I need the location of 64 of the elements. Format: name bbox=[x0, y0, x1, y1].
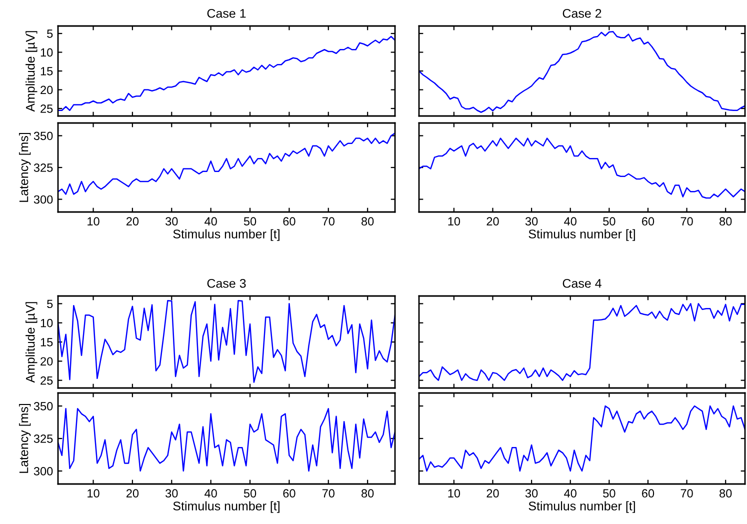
x-axis-title: Stimulus number [t] bbox=[173, 501, 280, 513]
x-tick-label: 60 bbox=[283, 489, 296, 498]
chart-title: Case 1 bbox=[207, 8, 246, 18]
x-tick-label: 20 bbox=[486, 217, 499, 226]
y-tick-label: 10 bbox=[40, 48, 53, 57]
line-series bbox=[58, 300, 395, 383]
x-tick-label: 60 bbox=[283, 217, 296, 226]
y-axis-title: Amplitude [µV] bbox=[26, 302, 38, 383]
y-tick-label: 5 bbox=[47, 30, 53, 38]
x-tick-label: 80 bbox=[362, 489, 374, 498]
x-tick-label: 40 bbox=[564, 217, 576, 226]
x-tick-label: 50 bbox=[603, 489, 616, 498]
y-tick-label: 325 bbox=[34, 434, 53, 443]
x-tick-label: 80 bbox=[720, 489, 732, 498]
y-tick-label: 20 bbox=[40, 357, 53, 366]
x-tick-label: 10 bbox=[88, 489, 100, 498]
x-tick-label: 50 bbox=[603, 217, 616, 226]
x-tick-label: 20 bbox=[486, 489, 499, 498]
y-tick-label: 25 bbox=[40, 376, 53, 385]
x-tick-label: 50 bbox=[244, 217, 256, 226]
x-tick-label: 80 bbox=[720, 217, 732, 226]
chart-title: Case 4 bbox=[562, 278, 602, 288]
y-tick-label: 15 bbox=[40, 338, 53, 346]
y-tick-label: 300 bbox=[34, 195, 53, 204]
line-series bbox=[58, 36, 395, 111]
x-tick-label: 10 bbox=[88, 217, 100, 226]
chart-title: Case 3 bbox=[207, 278, 246, 288]
y-tick-label: 20 bbox=[40, 86, 53, 94]
chart-title: Case 2 bbox=[562, 8, 602, 18]
x-tick-label: 70 bbox=[322, 489, 334, 498]
y-tick-label: 5 bbox=[47, 300, 53, 308]
y-tick-label: 10 bbox=[40, 318, 53, 328]
x-tick-label: 30 bbox=[525, 217, 538, 226]
x-tick-label: 80 bbox=[362, 217, 374, 226]
line-series bbox=[58, 408, 395, 472]
x-axis-title: Stimulus number [t] bbox=[173, 229, 280, 241]
y-axis-title: Latency [ms] bbox=[19, 404, 31, 473]
y-tick-label: 350 bbox=[34, 402, 53, 410]
y-tick-label: 300 bbox=[34, 467, 53, 476]
x-tick-label: 60 bbox=[642, 489, 654, 498]
x-tick-label: 70 bbox=[322, 217, 334, 226]
x-tick-label: 20 bbox=[126, 489, 139, 498]
x-axis-title: Stimulus number [t] bbox=[528, 229, 635, 241]
x-axis-title: Stimulus number [t] bbox=[528, 501, 635, 513]
x-tick-label: 10 bbox=[448, 489, 460, 498]
x-tick-label: 40 bbox=[204, 217, 217, 226]
x-tick-label: 20 bbox=[126, 217, 139, 226]
x-tick-label: 60 bbox=[642, 217, 654, 226]
x-tick-label: 10 bbox=[448, 217, 460, 226]
x-tick-label: 50 bbox=[244, 489, 256, 498]
y-tick-label: 25 bbox=[40, 104, 53, 113]
x-tick-label: 30 bbox=[166, 489, 178, 498]
x-tick-label: 40 bbox=[564, 489, 576, 498]
x-tick-label: 70 bbox=[680, 217, 693, 226]
x-tick-label: 70 bbox=[680, 489, 693, 498]
y-tick-label: 325 bbox=[34, 164, 53, 172]
y-axis-title: Amplitude [µV] bbox=[26, 31, 38, 112]
x-tick-label: 30 bbox=[166, 217, 178, 226]
y-tick-label: 350 bbox=[34, 132, 53, 140]
x-tick-label: 30 bbox=[525, 489, 538, 498]
x-tick-label: 40 bbox=[204, 489, 217, 498]
y-tick-label: 15 bbox=[40, 67, 53, 76]
y-axis-title: Latency [ms] bbox=[19, 132, 31, 202]
line-series bbox=[58, 132, 395, 195]
